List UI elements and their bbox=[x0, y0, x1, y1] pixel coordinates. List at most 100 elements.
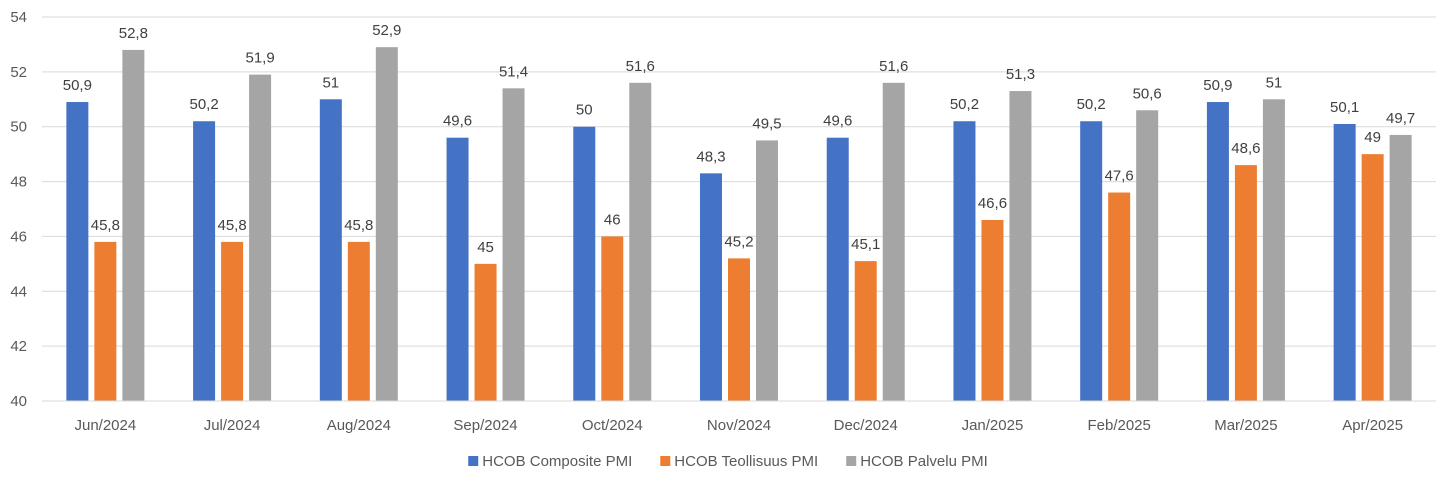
data-label: 49,6 bbox=[443, 113, 472, 130]
gridlines bbox=[42, 16, 1436, 347]
data-label: 49,5 bbox=[752, 115, 781, 132]
x-tick-label: Mar/2025 bbox=[1214, 417, 1277, 434]
bar bbox=[882, 82, 905, 401]
x-tick-label: Nov/2024 bbox=[707, 417, 771, 434]
data-label: 48,3 bbox=[696, 148, 725, 165]
legend-swatch bbox=[468, 456, 479, 466]
bar bbox=[1080, 121, 1103, 401]
data-label: 51 bbox=[322, 74, 339, 91]
bar bbox=[1333, 123, 1356, 401]
bar bbox=[1108, 192, 1131, 401]
bar bbox=[502, 88, 525, 402]
x-tick-label: Apr/2025 bbox=[1342, 417, 1403, 434]
data-label: 51,3 bbox=[1006, 66, 1035, 83]
y-tick-label: 52 bbox=[10, 64, 27, 81]
bar bbox=[375, 47, 398, 402]
bar bbox=[249, 74, 272, 401]
bars bbox=[66, 47, 1412, 402]
x-tick-label: Jan/2025 bbox=[962, 417, 1024, 434]
bar bbox=[1206, 102, 1229, 402]
bar bbox=[1361, 154, 1384, 401]
data-label: 50,1 bbox=[1330, 99, 1359, 116]
data-label: 51 bbox=[1266, 74, 1283, 91]
bar bbox=[1136, 110, 1159, 401]
legend: HCOB Composite PMI HCOB Teollisuus PMI HCO… bbox=[468, 453, 988, 470]
data-label: 51,4 bbox=[499, 63, 528, 80]
bar bbox=[953, 121, 976, 401]
data-labels: 50,9 45,8 52,8 50,2 45,8 51,9 51 45,8 52,9 49,6 45… bbox=[63, 22, 1415, 256]
legend-item: HCOB Palvelu PMI bbox=[846, 453, 988, 470]
y-tick-label: 44 bbox=[10, 283, 27, 300]
data-label: 48,6 bbox=[1231, 140, 1260, 157]
data-label: 51,9 bbox=[245, 50, 274, 67]
y-tick-label: 54 bbox=[10, 9, 27, 26]
data-label: 50,9 bbox=[63, 77, 92, 94]
bar bbox=[601, 236, 624, 401]
data-label: 45,2 bbox=[724, 233, 753, 250]
bar bbox=[826, 137, 849, 401]
x-axis-ticks: Jun/2024 Jul/2024 Aug/2024 Sep/2024 Oct/2024… bbox=[74, 417, 1403, 434]
data-label: 47,6 bbox=[1105, 168, 1134, 185]
bar bbox=[66, 102, 89, 402]
y-axis-ticks: 40 42 44 46 48 50 52 54 bbox=[10, 9, 27, 410]
legend-swatch bbox=[660, 456, 671, 466]
data-label: 50,6 bbox=[1133, 85, 1162, 102]
data-label: 52,9 bbox=[372, 22, 401, 39]
legend-label: HCOB Teollisuus PMI bbox=[674, 453, 818, 470]
data-label: 50,9 bbox=[1203, 77, 1232, 94]
data-label: 51,6 bbox=[626, 58, 655, 75]
legend-swatch bbox=[846, 456, 857, 466]
data-label: 45,8 bbox=[91, 217, 120, 234]
bar bbox=[122, 49, 145, 402]
legend-label: HCOB Composite PMI bbox=[482, 453, 632, 470]
data-label: 51,6 bbox=[879, 58, 908, 75]
bar bbox=[981, 219, 1004, 401]
x-tick-label: Sep/2024 bbox=[453, 417, 517, 434]
data-label: 46,6 bbox=[978, 195, 1007, 212]
bar bbox=[1009, 91, 1032, 402]
data-label: 50,2 bbox=[189, 96, 218, 113]
bar bbox=[347, 241, 370, 401]
data-label: 49 bbox=[1364, 129, 1381, 146]
x-tick-label: Feb/2025 bbox=[1087, 417, 1150, 434]
data-label: 50 bbox=[576, 102, 593, 119]
data-label: 49,6 bbox=[823, 113, 852, 130]
y-tick-label: 42 bbox=[10, 338, 27, 355]
data-label: 50,2 bbox=[950, 96, 979, 113]
x-tick-label: Jun/2024 bbox=[74, 417, 136, 434]
legend-label: HCOB Palvelu PMI bbox=[860, 453, 988, 470]
data-label: 45,1 bbox=[851, 236, 880, 253]
data-label: 49,7 bbox=[1386, 110, 1415, 127]
data-label: 50,2 bbox=[1077, 96, 1106, 113]
bar bbox=[319, 99, 342, 402]
bar bbox=[700, 173, 722, 401]
x-tick-label: Dec/2024 bbox=[834, 417, 898, 434]
legend-item: HCOB Teollisuus PMI bbox=[660, 453, 818, 470]
data-label: 52,8 bbox=[119, 25, 148, 42]
bar bbox=[193, 121, 216, 401]
data-label: 45,8 bbox=[344, 217, 373, 234]
bar bbox=[854, 261, 877, 401]
y-tick-label: 46 bbox=[10, 228, 27, 245]
bar bbox=[1262, 99, 1285, 402]
y-tick-label: 40 bbox=[10, 393, 27, 410]
y-tick-label: 48 bbox=[10, 174, 27, 191]
bar bbox=[474, 263, 497, 401]
bar bbox=[1389, 134, 1412, 401]
legend-item: HCOB Composite PMI bbox=[468, 453, 632, 470]
data-label: 45,8 bbox=[217, 217, 246, 234]
data-label: 46 bbox=[604, 211, 621, 228]
x-tick-label: Jul/2024 bbox=[204, 417, 261, 434]
bar bbox=[728, 258, 750, 401]
bar bbox=[629, 82, 652, 401]
x-tick-label: Aug/2024 bbox=[327, 417, 391, 434]
bar bbox=[221, 241, 244, 401]
x-tick-label: Oct/2024 bbox=[582, 417, 643, 434]
y-tick-label: 50 bbox=[10, 119, 27, 136]
data-label: 45 bbox=[477, 239, 494, 256]
bar bbox=[446, 137, 469, 401]
bar bbox=[1234, 165, 1257, 401]
bar bbox=[94, 241, 117, 401]
bar bbox=[573, 126, 596, 401]
